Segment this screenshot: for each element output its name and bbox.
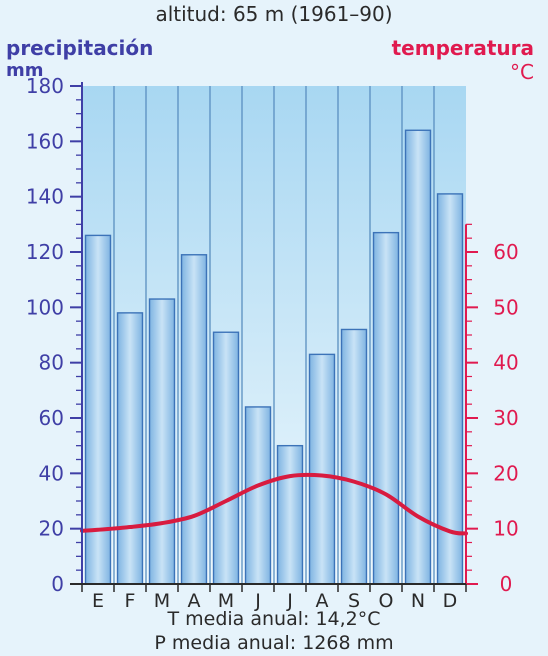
- month-label: J: [286, 590, 293, 612]
- left-tick-label: 80: [39, 351, 64, 375]
- right-tick-label: 40: [493, 351, 518, 375]
- precipitation-bar: [276, 444, 304, 585]
- left-tick-label: 100: [26, 295, 64, 319]
- right-axis-unit: °C: [510, 60, 534, 84]
- left-tick-label: 160: [26, 129, 64, 153]
- right-tick-label: 10: [493, 517, 518, 541]
- right-axis-title: temperatura: [391, 36, 534, 60]
- left-tick-label: 20: [39, 517, 64, 541]
- right-tick-label: 50: [493, 295, 518, 319]
- precipitation-bar: [148, 298, 176, 585]
- annual-temperature-text: T media anual: 14,2°C: [167, 608, 381, 630]
- month-label: N: [411, 590, 425, 612]
- left-tick-label: 180: [26, 74, 64, 98]
- precipitation-bar: [116, 312, 144, 585]
- month-label: S: [348, 590, 360, 612]
- month-label: J: [254, 590, 261, 612]
- left-axis-unit: mm: [6, 60, 44, 81]
- left-tick-label: 0: [51, 572, 64, 596]
- right-tick-label: 60: [493, 240, 518, 264]
- month-label: D: [443, 590, 458, 612]
- month-label: M: [154, 590, 170, 612]
- left-tick-label: 40: [39, 461, 64, 485]
- left-tick-label: 120: [26, 240, 64, 264]
- month-label: A: [188, 590, 201, 612]
- month-label: M: [218, 590, 234, 612]
- chart-title: altitud: 65 m (1961–90): [155, 2, 393, 26]
- month-label: O: [379, 590, 394, 612]
- precipitation-bar: [308, 353, 336, 585]
- precipitation-bar: [436, 193, 464, 585]
- precipitation-bar: [244, 406, 272, 585]
- left-axis-title: precipitación: [6, 36, 154, 60]
- left-tick-label: 60: [39, 406, 64, 430]
- month-label: F: [125, 590, 136, 612]
- precipitation-bar: [372, 231, 400, 585]
- temperature-line: [80, 472, 468, 536]
- right-tick-label: 20: [493, 461, 518, 485]
- right-tick-label: 0: [500, 572, 513, 596]
- right-tick-label: 30: [493, 406, 518, 430]
- month-label: A: [316, 590, 329, 612]
- month-label: E: [92, 590, 104, 612]
- precipitation-bar: [180, 254, 208, 585]
- left-tick-label: 140: [26, 185, 64, 209]
- precipitation-bar: [212, 331, 240, 585]
- precipitation-bar: [340, 328, 368, 585]
- annual-precipitation-text: P media anual: 1268 mm: [154, 632, 394, 654]
